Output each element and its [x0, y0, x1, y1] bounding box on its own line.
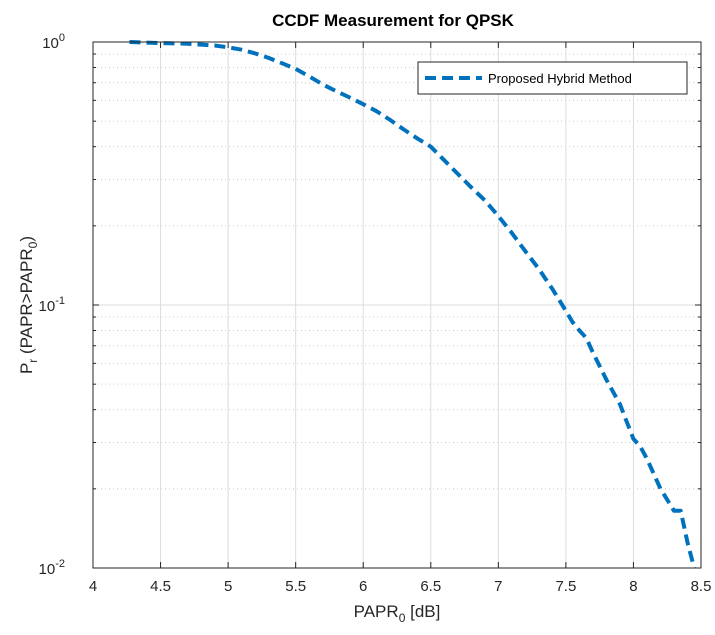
x-tick-label: 6.5 — [420, 578, 441, 595]
y-tick-label: 10-1 — [39, 295, 65, 315]
y-tick-labels: 100 10-1 10-2 — [39, 32, 65, 578]
x-tick-label: 5 — [224, 578, 232, 595]
y-axis-label-subscript-r: r — [26, 359, 40, 363]
x-tick-labels: 4 4.5 5 5.5 6 6.5 7 7.5 8 8.5 — [89, 578, 712, 595]
x-axis-label: PAPR0 [dB] — [354, 602, 441, 625]
y-tick-label: 10-2 — [39, 558, 65, 578]
y-axis-label-main: (PAPR>PAPR — [17, 248, 36, 358]
y-axis-label: Pr (PAPR>PAPR0) — [17, 236, 40, 374]
x-tick-label: 7 — [494, 578, 502, 595]
x-axis-label-main: PAPR — [354, 602, 399, 621]
axis-ticks — [92, 41, 702, 569]
series-line-proposed-hybrid-method — [129, 40, 697, 569]
x-tick-label: 5.5 — [285, 578, 306, 595]
chart-title: CCDF Measurement for QPSK — [272, 11, 515, 30]
x-tick-label: 8 — [629, 578, 637, 595]
y-axis-label-subscript-0: 0 — [26, 241, 40, 248]
minor-grid — [93, 53, 701, 490]
x-tick-label: 7.5 — [555, 578, 576, 595]
y-axis-label-close: ) — [17, 236, 36, 242]
y-axis-label-p: P — [17, 363, 36, 374]
y-tick-label: 100 — [42, 32, 65, 52]
x-tick-label: 6 — [359, 578, 367, 595]
x-tick-label: 4 — [89, 578, 97, 595]
x-tick-label: 8.5 — [691, 578, 712, 595]
x-axis-label-tail: [dB] — [405, 602, 440, 621]
x-tick-label: 4.5 — [150, 578, 171, 595]
legend-label-proposed-hybrid-method: Proposed Hybrid Method — [488, 71, 632, 86]
major-grid — [93, 42, 701, 568]
legend: Proposed Hybrid Method — [417, 61, 688, 95]
x-axis-label-subscript: 0 — [399, 611, 406, 625]
